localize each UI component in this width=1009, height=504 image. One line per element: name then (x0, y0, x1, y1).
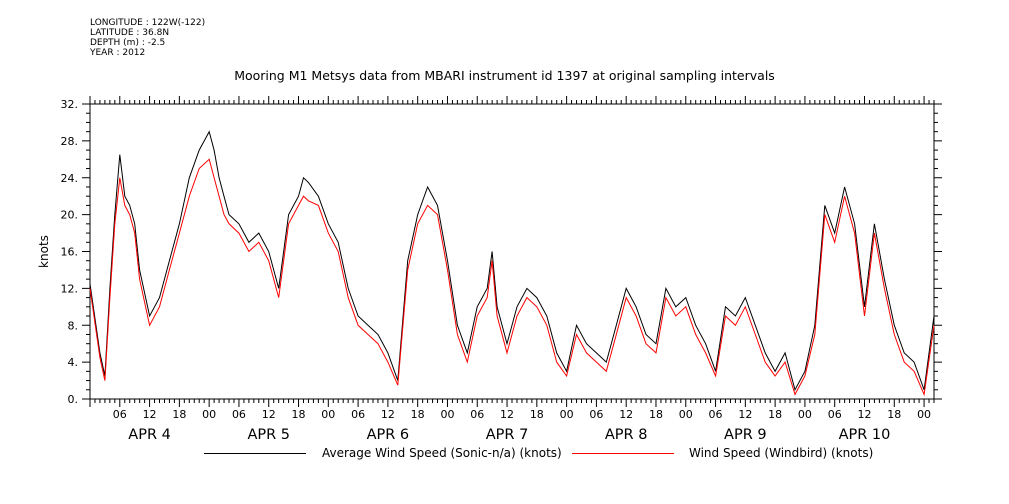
y-tick-label: 20. (61, 209, 79, 222)
x-tick-label: 00 (917, 408, 931, 421)
legend: Average Wind Speed (Sonic-n/a) (knots) W… (0, 446, 1009, 466)
x-day-label: APR 5 (247, 427, 290, 443)
x-tick-label: 18 (530, 408, 544, 421)
x-tick-label: 18 (768, 408, 782, 421)
chart-title: Mooring M1 Metsys data from MBARI instru… (234, 68, 775, 83)
series-line-1 (89, 158, 935, 397)
legend-label-0: Average Wind Speed (Sonic-n/a) (knots) (322, 446, 562, 460)
x-tick-label: 00 (560, 408, 574, 421)
x-tick-label: 00 (440, 408, 454, 421)
series-line-0 (89, 130, 935, 392)
x-tick-label: 18 (887, 408, 901, 421)
x-tick-label: 12 (857, 408, 871, 421)
y-tick-label: 12. (61, 282, 79, 295)
plot-frame (89, 103, 935, 400)
x-tick-label: 00 (202, 408, 216, 421)
legend-swatch-1 (572, 453, 674, 454)
y-tick-label: 32. (61, 98, 79, 111)
x-tick-label: 18 (649, 408, 663, 421)
x-tick-label: 06 (589, 408, 603, 421)
year-label: YEAR : 2012 (90, 48, 146, 58)
y-tick-label: 4. (68, 356, 79, 369)
x-tick-label: 12 (262, 408, 276, 421)
y-tick-label: 0. (68, 393, 79, 406)
x-tick-label: 12 (381, 408, 395, 421)
x-tick-label: 06 (232, 408, 246, 421)
x-tick-label: 00 (798, 408, 812, 421)
longitude-label: LONGITUDE : 122W(-122) (90, 18, 206, 28)
x-tick-label: 00 (321, 408, 335, 421)
latitude-label: LATITUDE : 36.8N (90, 28, 170, 38)
x-tick-label: 00 (679, 408, 693, 421)
x-day-label: APR 7 (486, 427, 529, 443)
x-tick-label: 12 (500, 408, 514, 421)
y-tick-label: 8. (68, 319, 79, 332)
x-day-label: APR 10 (839, 427, 891, 443)
legend-label-1: Wind Speed (Windbird) (knots) (689, 446, 874, 460)
x-tick-label: 18 (292, 408, 306, 421)
x-tick-label: 12 (619, 408, 633, 421)
x-tick-label: 06 (709, 408, 723, 421)
x-tick-label: 06 (351, 408, 365, 421)
metadata-block: LONGITUDE : 122W(-122) LATITUDE : 36.8N … (90, 18, 205, 58)
legend-swatch-0 (204, 453, 306, 454)
x-tick-label: 12 (738, 408, 752, 421)
y-tick-label: 16. (61, 246, 79, 259)
x-tick-label: 06 (828, 408, 842, 421)
x-tick-label: 12 (143, 408, 157, 421)
x-tick-label: 18 (411, 408, 425, 421)
x-tick-label: 18 (172, 408, 186, 421)
y-axis-label: knots (37, 235, 51, 268)
x-tick-label: 06 (113, 408, 127, 421)
x-tick-label: 06 (470, 408, 484, 421)
x-day-label: APR 8 (605, 427, 648, 443)
x-day-label: APR 9 (724, 427, 767, 443)
x-day-label: APR 6 (367, 427, 410, 443)
depth-label: DEPTH (m) : -2.5 (90, 38, 166, 48)
y-tick-label: 24. (61, 172, 79, 185)
x-day-label: APR 4 (128, 427, 171, 443)
y-tick-label: 28. (61, 135, 79, 148)
